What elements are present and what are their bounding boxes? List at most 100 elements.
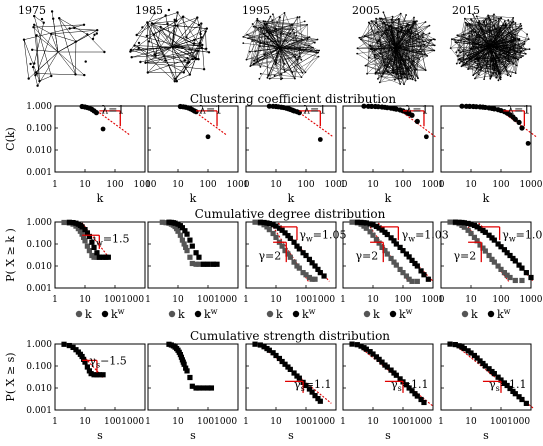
- data-point: [266, 227, 272, 233]
- data-point: [309, 260, 315, 266]
- panel-2: 1 10 100 1000 λ=1 k: [145, 104, 250, 205]
- data-point: [82, 359, 88, 365]
- data-point: [66, 219, 72, 225]
- x-tick-label: 1: [438, 180, 444, 190]
- panel-5: 1 10 1001000 γs=1.1 s: [438, 341, 534, 442]
- network-node: [466, 23, 468, 25]
- fit-line: [98, 112, 130, 136]
- network-node: [263, 22, 266, 25]
- network-node: [366, 72, 368, 75]
- data-point: [363, 346, 369, 352]
- legend-marker: [487, 310, 495, 318]
- data-point: [296, 265, 302, 271]
- fit-line: [77, 350, 104, 378]
- x-axis-label: s: [190, 429, 196, 442]
- network-node: [491, 64, 494, 67]
- network-node: [500, 16, 502, 19]
- legend-marker: [266, 310, 274, 318]
- data-point: [294, 243, 300, 249]
- network-node: [423, 53, 426, 56]
- network-node: [403, 83, 405, 86]
- network-node: [474, 77, 476, 80]
- legend-label: kw: [497, 307, 511, 321]
- network-node: [82, 23, 86, 26]
- data-point: [504, 382, 510, 389]
- data-point: [349, 219, 355, 225]
- data-point: [486, 366, 492, 372]
- network-node: [356, 47, 359, 50]
- x-tick-label: 10: [172, 417, 184, 427]
- data-point: [516, 119, 522, 125]
- network-node: [296, 16, 299, 19]
- gamma-s-annotation: γs=1.1: [391, 378, 428, 393]
- network-node: [91, 37, 95, 41]
- data-point: [175, 228, 181, 234]
- slope-annotation: λ=1: [405, 104, 428, 117]
- network-node: [31, 65, 35, 69]
- data-point: [367, 229, 373, 235]
- network-node: [200, 36, 203, 39]
- data-point: [367, 349, 373, 355]
- data-point: [179, 237, 185, 243]
- network-node: [518, 38, 521, 41]
- network-node: [430, 39, 432, 42]
- network-node: [400, 76, 403, 79]
- data-point: [159, 219, 165, 225]
- network-node: [386, 65, 388, 68]
- slope-annotation: λ=1: [303, 104, 326, 117]
- data-point: [461, 220, 467, 226]
- network-edges: [450, 14, 530, 81]
- data-point: [519, 277, 525, 284]
- data-point: [79, 231, 85, 237]
- data-point: [465, 348, 471, 354]
- network-node: [152, 33, 155, 36]
- network-node: [499, 76, 502, 79]
- network-node: [414, 20, 417, 23]
- network-node: [246, 33, 249, 36]
- network-1995: [242, 12, 320, 81]
- x-axis-label: s: [97, 429, 103, 442]
- network-snapshots: 1975 1985 1995 2005 2015: [18, 4, 531, 87]
- network-node: [503, 20, 506, 22]
- gamma-s-annotation: γs=1.1: [294, 378, 331, 393]
- network-node: [271, 19, 274, 21]
- network-node: [480, 67, 483, 69]
- data-point: [512, 277, 518, 284]
- network-node: [409, 77, 412, 80]
- network-node: [408, 57, 411, 60]
- x-axis-label: s: [288, 429, 294, 442]
- slope-guide: [196, 110, 218, 127]
- panel-frame: [147, 105, 239, 173]
- network-1975: [22, 10, 106, 87]
- network-node: [475, 67, 478, 70]
- x-tick-label: 1001000: [104, 417, 144, 427]
- network-node: [399, 12, 402, 15]
- x-tick-label: 10: [79, 295, 91, 305]
- network-node: [269, 15, 272, 18]
- network-node: [487, 14, 489, 17]
- network-node: [474, 60, 476, 63]
- network-node: [407, 67, 409, 69]
- network-node: [499, 73, 502, 75]
- network-node: [387, 71, 389, 73]
- data-point: [480, 245, 486, 251]
- data-point: [491, 237, 497, 243]
- data-point: [406, 276, 412, 282]
- network-node: [252, 62, 255, 65]
- network-node: [145, 34, 148, 38]
- x-tick-label: 1000: [422, 295, 445, 305]
- data-point: [181, 361, 187, 367]
- network-node: [289, 32, 292, 34]
- network-node: [167, 8, 171, 12]
- panel-frame: [147, 221, 239, 289]
- data-point: [447, 219, 453, 225]
- x-tick-label: 1000: [134, 180, 157, 190]
- network-node: [306, 38, 309, 40]
- data-point: [375, 104, 381, 110]
- network-node: [95, 32, 99, 35]
- network-node: [181, 16, 184, 19]
- chart-strength: P( X ≥ s) 1 10 1001000 0.001 0.010 0.100 1.000 γ…: [4, 340, 534, 442]
- data-point: [471, 234, 478, 240]
- x-tick-label: 1000: [227, 180, 250, 190]
- network-node: [173, 18, 176, 21]
